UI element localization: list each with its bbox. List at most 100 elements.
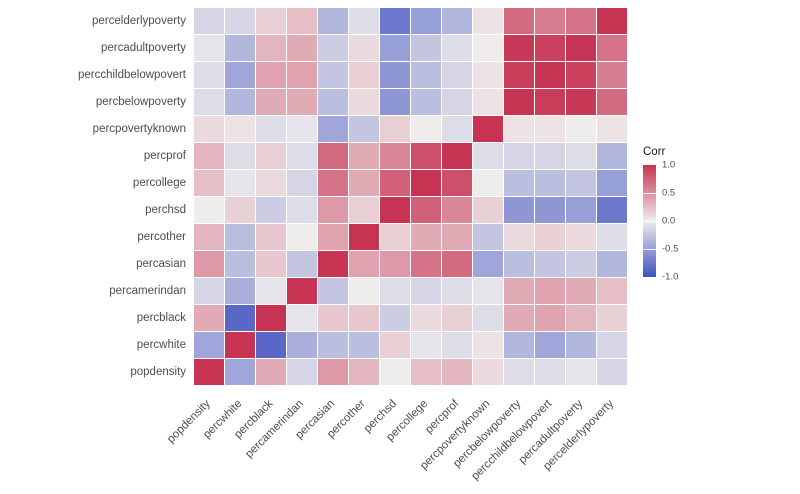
heatmap-cell xyxy=(256,170,286,196)
legend-title: Corr xyxy=(643,146,666,158)
heatmap-cell xyxy=(380,89,410,115)
heatmap-cell xyxy=(287,143,317,169)
heatmap-cell xyxy=(256,305,286,331)
heatmap-cell xyxy=(442,305,472,331)
heatmap-cell xyxy=(225,116,255,142)
y-axis-label: percprof xyxy=(143,150,186,162)
heatmap-cell xyxy=(349,305,379,331)
heatmap-cell xyxy=(411,170,441,196)
heatmap-cell xyxy=(566,278,596,304)
y-axis-label: percpovertyknown xyxy=(92,123,186,135)
heatmap-cell xyxy=(318,251,348,277)
heatmap-cell xyxy=(287,197,317,223)
heatmap-cell xyxy=(504,170,534,196)
heatmap-cell xyxy=(473,62,503,88)
heatmap-cell xyxy=(535,116,565,142)
heatmap-cell xyxy=(318,278,348,304)
heatmap-cell xyxy=(473,224,503,250)
heatmap-cell xyxy=(256,35,286,61)
heatmap-grid xyxy=(194,8,627,385)
heatmap-cell xyxy=(411,305,441,331)
heatmap-cell xyxy=(349,278,379,304)
heatmap-cell xyxy=(535,197,565,223)
heatmap-cell xyxy=(442,359,472,385)
heatmap-cell xyxy=(442,116,472,142)
heatmap-cell xyxy=(473,251,503,277)
y-axis-label: percamerindan xyxy=(109,285,186,297)
heatmap-cell xyxy=(318,35,348,61)
heatmap-cell xyxy=(411,359,441,385)
heatmap-cell xyxy=(256,224,286,250)
legend-tick-mark xyxy=(643,221,656,222)
heatmap-cell xyxy=(380,305,410,331)
heatmap-cell xyxy=(349,332,379,358)
heatmap-cell xyxy=(473,8,503,34)
heatmap-cell xyxy=(566,332,596,358)
heatmap-cell xyxy=(597,359,627,385)
heatmap-cell xyxy=(349,143,379,169)
heatmap-cell xyxy=(566,170,596,196)
heatmap-cell xyxy=(380,251,410,277)
heatmap-cell xyxy=(380,359,410,385)
heatmap-cell xyxy=(225,278,255,304)
y-axis-label: percwhite xyxy=(136,339,186,351)
heatmap-cell xyxy=(287,224,317,250)
heatmap-cell xyxy=(349,62,379,88)
heatmap-cell xyxy=(349,251,379,277)
heatmap-cell xyxy=(225,197,255,223)
heatmap-cell xyxy=(442,143,472,169)
heatmap-cell xyxy=(442,170,472,196)
heatmap-cell xyxy=(442,332,472,358)
heatmap-cell xyxy=(597,8,627,34)
legend: Corr 1.0 0.5 0.0 -0.5 -1.0 xyxy=(643,146,715,283)
heatmap-cell xyxy=(411,224,441,250)
heatmap-cell xyxy=(287,89,317,115)
heatmap-cell xyxy=(194,8,224,34)
legend-tick-label: 0.5 xyxy=(662,187,676,199)
heatmap-cell xyxy=(256,143,286,169)
heatmap-cell xyxy=(287,305,317,331)
heatmap-cell xyxy=(318,116,348,142)
y-axis-label: percblack xyxy=(136,312,186,324)
plot-area: percelderlypoverty percadultpoverty percch… xyxy=(28,8,627,494)
heatmap-cell xyxy=(473,359,503,385)
heatmap-cell xyxy=(535,143,565,169)
heatmap-cell xyxy=(535,332,565,358)
heatmap-cell xyxy=(473,89,503,115)
heatmap-cell xyxy=(194,89,224,115)
heatmap-cell xyxy=(442,35,472,61)
heatmap-cell xyxy=(597,332,627,358)
heatmap-cell xyxy=(318,332,348,358)
heatmap-cell xyxy=(256,359,286,385)
heatmap-cell xyxy=(256,8,286,34)
heatmap-cell xyxy=(225,251,255,277)
heatmap-cell xyxy=(349,170,379,196)
heatmap-cell xyxy=(225,170,255,196)
legend-tick-mark xyxy=(643,249,656,250)
heatmap-cell xyxy=(504,143,534,169)
heatmap-cell xyxy=(597,116,627,142)
heatmap-cell xyxy=(442,197,472,223)
heatmap-cell xyxy=(535,170,565,196)
heatmap-cell xyxy=(194,62,224,88)
heatmap-cell xyxy=(318,89,348,115)
y-axis-label: popdensity xyxy=(130,366,186,378)
heatmap-cell xyxy=(318,143,348,169)
heatmap-cell xyxy=(504,116,534,142)
y-axis-label: percollege xyxy=(132,177,186,189)
heatmap-cell xyxy=(411,116,441,142)
heatmap-cell xyxy=(380,62,410,88)
heatmap-cell xyxy=(597,251,627,277)
heatmap-cell xyxy=(535,8,565,34)
legend-bar-wrap: 1.0 0.5 0.0 -0.5 -1.0 xyxy=(643,160,678,283)
heatmap-cell xyxy=(380,35,410,61)
y-axis-label: perchsd xyxy=(145,204,186,216)
heatmap-cell xyxy=(566,305,596,331)
heatmap-cell xyxy=(380,332,410,358)
heatmap-cell xyxy=(256,116,286,142)
heatmap-cell xyxy=(225,224,255,250)
heatmap-cell xyxy=(411,332,441,358)
heatmap-cell xyxy=(566,224,596,250)
heatmap-cell xyxy=(287,251,317,277)
